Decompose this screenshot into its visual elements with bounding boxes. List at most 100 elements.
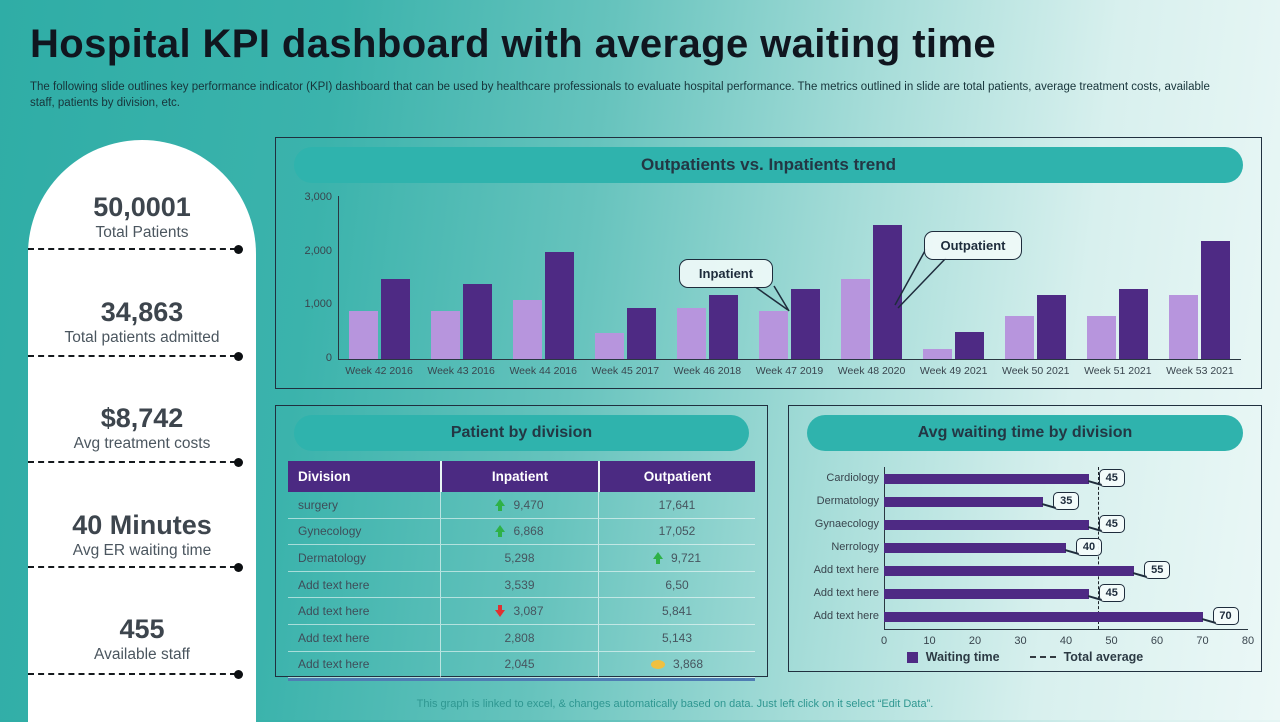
inpatient-value: 2,808 xyxy=(504,630,535,645)
bar-inpatient xyxy=(1169,294,1199,359)
bar-inpatient xyxy=(923,349,953,359)
x-tick-label: 80 xyxy=(1241,635,1255,647)
bar-inpatient xyxy=(430,310,460,359)
division-cell: Add text here xyxy=(298,657,370,672)
y-tick-label: 2,000 xyxy=(304,244,332,257)
bar-group xyxy=(831,198,913,359)
x-tick-label: 30 xyxy=(1014,635,1027,647)
division-cell: Add text here xyxy=(298,604,370,619)
x-tick-label: 10 xyxy=(923,635,936,647)
bar-group xyxy=(913,198,995,359)
bar-outpatient xyxy=(1119,289,1149,359)
inpatient-value: 3,087 xyxy=(513,604,544,619)
week-label: Week 51 2021 xyxy=(1084,365,1152,377)
division-cell: Add text here xyxy=(298,577,370,592)
y-tick-label: 0 xyxy=(325,352,332,364)
outpatient-value: 5,143 xyxy=(661,630,693,645)
inpatient-cell: 3,539 xyxy=(440,571,598,598)
dashed-divider xyxy=(28,244,243,254)
category-label: Nerrology xyxy=(831,541,879,553)
outpatient-value: 17,052 xyxy=(658,524,696,539)
bar-inpatient xyxy=(348,310,378,359)
stat-value: 40 Minutes xyxy=(72,510,212,540)
trend-up-icon xyxy=(495,498,506,511)
table-row: Gynecology 6,868 17,052 xyxy=(288,518,755,546)
category-label: Add text here xyxy=(813,610,879,622)
stat-value: 455 xyxy=(119,614,165,644)
waiting-bar xyxy=(884,497,1044,507)
y-tick-label: 1,000 xyxy=(304,298,332,311)
trend-up-icon xyxy=(495,525,506,538)
wt-x-axis-line xyxy=(884,629,1248,631)
waiting-bar xyxy=(884,566,1135,576)
y-axis-line xyxy=(338,196,340,359)
stat-label: Total Patients xyxy=(95,224,189,241)
kpi-sidebar: 50,0001 Total Patients 34,863 Total patient… xyxy=(28,140,256,722)
inpatient-value: 6,868 xyxy=(513,524,544,539)
outpatient-value: 9,721 xyxy=(670,550,702,565)
week-label: Week 48 2020 xyxy=(837,365,906,377)
inpatient-cell: 9,470 xyxy=(440,492,598,518)
category-label: Dermatology xyxy=(816,495,879,507)
bar-outpatient xyxy=(462,283,492,359)
week-label: Week 43 2016 xyxy=(427,365,495,377)
week-label: Week 47 2019 xyxy=(755,365,824,377)
x-axis-line xyxy=(338,359,1241,361)
waiting-bar xyxy=(884,520,1089,530)
table-row: Add text here 3,539 6,50 xyxy=(288,571,755,599)
stat-value: 34,863 xyxy=(100,297,184,327)
waiting-bar xyxy=(884,474,1089,484)
inpatient-callout-label: Inpatient xyxy=(698,266,754,281)
bar-outpatient xyxy=(955,332,985,359)
inpatient-value: 9,470 xyxy=(513,497,544,512)
stat-label: Avg ER waiting time xyxy=(72,542,212,559)
trend-flat-icon xyxy=(650,659,665,669)
outpatient-value: 5,841 xyxy=(661,604,693,619)
bar-outpatient xyxy=(626,308,656,359)
division-cell: Add text here xyxy=(298,630,370,645)
waiting-chart-title: Avg waiting time by division xyxy=(807,415,1243,451)
value-callout: 45 xyxy=(1098,469,1125,487)
waiting-chart-panel[interactable]: Avg waiting time by division Cardiology 4… xyxy=(788,405,1262,672)
stat-label: Avg treatment costs xyxy=(73,435,211,452)
waiting-time-swatch-icon xyxy=(906,651,918,663)
x-tick-label: 0 xyxy=(880,635,888,647)
outpatient-callout-label: Outpatient xyxy=(940,238,1006,253)
outpatient-cell: 9,721 xyxy=(598,545,755,571)
value-callout: 45 xyxy=(1098,515,1125,533)
y-tick-label: 3,000 xyxy=(304,191,332,203)
bar-inpatient xyxy=(758,310,788,359)
week-label: Week 49 2021 xyxy=(919,365,988,377)
x-tick-label: 40 xyxy=(1059,635,1073,647)
bar-outpatient xyxy=(380,278,410,359)
outpatient-callout: Outpatient xyxy=(924,231,1022,260)
outpatient-cell: 6,50 xyxy=(598,571,755,598)
legend-waiting-time: Waiting time xyxy=(906,650,1000,664)
bar-outpatient xyxy=(708,294,738,359)
trend-chart-panel[interactable]: Outpatients vs. Inpatients trend 0 1,000 2… xyxy=(275,137,1262,389)
x-tick-label: 20 xyxy=(968,635,982,647)
kpi-stat: $8,742 Avg treatment costs xyxy=(28,403,256,455)
bar-inpatient xyxy=(512,299,542,359)
value-callout: 70 xyxy=(1212,607,1239,625)
division-cell: Dermatology xyxy=(298,550,367,565)
waiting-bar xyxy=(884,589,1089,599)
division-table-title: Patient by division xyxy=(294,415,749,451)
value-callout: 45 xyxy=(1098,584,1125,602)
col-header-division: Division xyxy=(298,469,351,484)
week-label: Week 45 2017 xyxy=(591,365,660,377)
divider-dot xyxy=(234,351,243,361)
value-callout: 40 xyxy=(1076,538,1102,556)
col-header-outpatient: Outpatient xyxy=(598,461,755,492)
bar-group xyxy=(748,198,830,359)
outpatient-cell: 17,641 xyxy=(598,492,755,518)
table-row: surgery 9,470 17,641 xyxy=(288,492,755,519)
category-label: Add text here xyxy=(813,564,879,576)
outpatient-cell: 5,143 xyxy=(598,624,755,651)
bar-group xyxy=(995,198,1077,359)
category-label: Add text here xyxy=(813,587,879,599)
division-table-panel[interactable]: Patient by division Division Inpatient O… xyxy=(275,405,768,681)
bar-outpatient xyxy=(1037,294,1067,359)
bar-group xyxy=(502,198,584,359)
subtitle: The following slide outlines key perform… xyxy=(30,81,1210,110)
